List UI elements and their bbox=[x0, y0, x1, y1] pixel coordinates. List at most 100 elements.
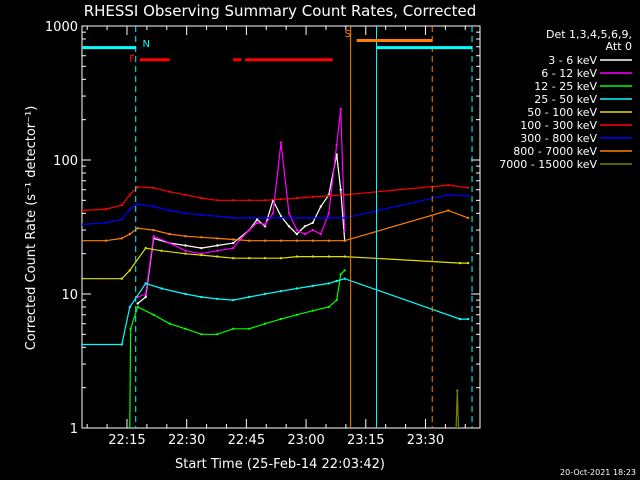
series-point bbox=[263, 257, 267, 260]
series-line bbox=[129, 269, 346, 428]
axis-ticks: 1 10 100 1000 22:15 22:30 22:45 23:00 23:15 23:30 bbox=[45, 20, 480, 448]
series-point bbox=[128, 207, 131, 211]
series-point bbox=[144, 292, 147, 296]
series-point bbox=[200, 246, 203, 250]
series-point bbox=[184, 244, 187, 247]
series-point bbox=[295, 228, 299, 232]
series-point bbox=[168, 190, 171, 193]
series-point bbox=[327, 216, 330, 220]
series-point bbox=[184, 252, 187, 255]
series-point bbox=[232, 298, 235, 302]
series-point bbox=[232, 199, 235, 202]
series-point bbox=[458, 261, 462, 265]
series-point bbox=[263, 322, 267, 325]
series-point bbox=[279, 141, 283, 144]
series-point bbox=[311, 239, 314, 242]
series-point bbox=[82, 343, 84, 346]
x-axis-label: Start Time (25-Feb-14 22:03:42) bbox=[175, 457, 385, 472]
series-point bbox=[248, 295, 251, 299]
series-point bbox=[311, 221, 314, 224]
series-point bbox=[335, 279, 338, 283]
series-point bbox=[232, 241, 235, 245]
series-layer bbox=[82, 107, 470, 428]
series-point bbox=[343, 193, 346, 196]
series-point bbox=[216, 237, 219, 240]
series-point bbox=[458, 317, 462, 321]
series-point bbox=[104, 207, 108, 211]
series-point bbox=[287, 225, 291, 228]
series-point bbox=[457, 426, 460, 428]
series-point bbox=[144, 295, 147, 299]
series-line bbox=[82, 184, 469, 212]
series-line bbox=[137, 154, 346, 304]
series-point bbox=[295, 239, 299, 242]
series-point bbox=[240, 237, 243, 240]
series-point bbox=[104, 221, 108, 224]
series-point bbox=[279, 290, 283, 293]
series-point bbox=[311, 228, 314, 232]
x-tick-label: 22:30 bbox=[168, 433, 205, 448]
state-label-s: S bbox=[345, 29, 351, 40]
series-point bbox=[200, 295, 203, 299]
series-point bbox=[82, 209, 84, 212]
series-point bbox=[152, 235, 155, 238]
series-point bbox=[255, 218, 259, 221]
series-point bbox=[287, 212, 291, 215]
series-point bbox=[200, 253, 203, 257]
series-line bbox=[82, 247, 469, 280]
series-point bbox=[327, 212, 330, 215]
series-point bbox=[319, 205, 322, 208]
series-point bbox=[279, 198, 283, 201]
series-point bbox=[120, 277, 124, 280]
series-point bbox=[136, 185, 139, 189]
series-point bbox=[136, 227, 139, 230]
series-point bbox=[327, 255, 330, 258]
series-point bbox=[466, 216, 470, 220]
series-point bbox=[200, 213, 203, 216]
series-point bbox=[200, 236, 203, 239]
legend-entry-label: 25 - 50 keV bbox=[534, 93, 597, 106]
series-point bbox=[184, 292, 187, 296]
series-point bbox=[248, 199, 251, 202]
annotation-layer bbox=[82, 26, 473, 428]
series-point bbox=[343, 255, 346, 258]
series-point bbox=[216, 333, 219, 336]
series-point bbox=[136, 305, 139, 309]
series-point bbox=[343, 239, 346, 242]
series-point bbox=[248, 239, 251, 242]
series-point bbox=[168, 209, 171, 212]
series-point bbox=[152, 205, 155, 208]
series-point bbox=[152, 228, 155, 232]
series-point bbox=[279, 239, 283, 242]
series-point bbox=[279, 257, 283, 260]
series-point bbox=[466, 186, 470, 189]
series-point bbox=[263, 199, 267, 202]
legend-header: Det 1,3,4,5,6,9, bbox=[546, 28, 632, 41]
timestamp: 20-Oct-2021 18:23 bbox=[560, 468, 636, 477]
series-point bbox=[248, 327, 251, 330]
series-point bbox=[447, 209, 450, 212]
series-point bbox=[184, 235, 187, 238]
series-point bbox=[311, 195, 314, 199]
series-point bbox=[144, 282, 147, 285]
plot-border bbox=[81, 25, 481, 429]
series-point bbox=[168, 241, 171, 245]
series-point bbox=[232, 238, 235, 241]
series-point bbox=[248, 257, 251, 260]
series-point bbox=[136, 202, 139, 206]
series-point bbox=[216, 297, 219, 301]
series-point bbox=[232, 246, 235, 250]
series-point bbox=[200, 333, 203, 336]
plot-frame bbox=[81, 25, 481, 429]
series-point bbox=[295, 255, 299, 258]
series-point bbox=[327, 305, 330, 309]
series-point bbox=[271, 212, 275, 215]
x-tick-label: 23:30 bbox=[407, 433, 444, 448]
y-tick-label: 1000 bbox=[45, 20, 78, 35]
series-point bbox=[184, 212, 187, 215]
series-point bbox=[335, 143, 338, 146]
series-point bbox=[295, 232, 299, 236]
series-point bbox=[343, 269, 346, 272]
series-line bbox=[82, 194, 469, 226]
series-point bbox=[255, 221, 259, 224]
